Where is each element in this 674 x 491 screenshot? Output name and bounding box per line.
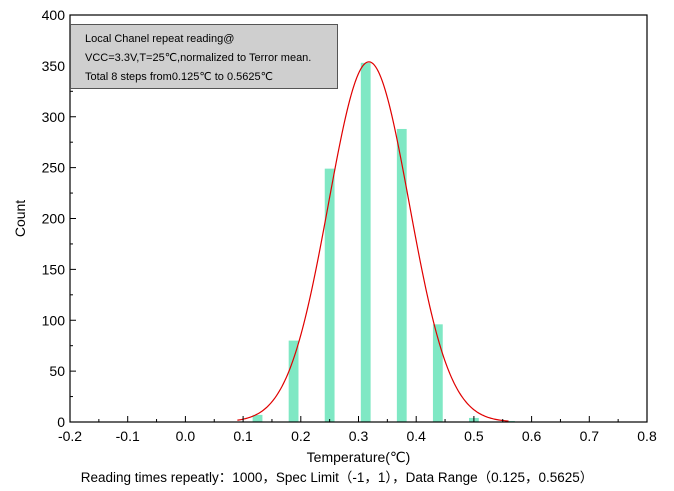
x-tick-label: 0.2 <box>291 428 311 444</box>
histogram-bar <box>288 340 299 422</box>
y-tick-labels: 0 50 100 150 200 250 300 350 400 <box>42 7 66 430</box>
y-tick-label: 50 <box>49 363 65 379</box>
chart-caption: Reading times repeatly：1000，Spec Limit（-… <box>80 470 594 485</box>
x-tick-label: 0.4 <box>406 428 426 444</box>
tick-marks <box>69 14 648 423</box>
y-tick-label: 400 <box>42 7 66 23</box>
x-tick-label: 0.1 <box>233 428 253 444</box>
x-tick-label: 0.6 <box>522 428 542 444</box>
bars-group <box>252 62 515 422</box>
histogram-bar <box>360 62 371 422</box>
annotation-line: VCC=3.3V,T=25℃,normalized to Terror mean… <box>85 52 312 64</box>
y-tick-label: 300 <box>42 109 66 125</box>
x-tick-label: 0.7 <box>580 428 600 444</box>
y-tick-label: 350 <box>42 58 66 74</box>
histogram-bar <box>252 414 263 422</box>
y-axis-title: Count <box>12 200 28 237</box>
x-tick-label: -0.1 <box>116 428 140 444</box>
y-tick-label: 150 <box>42 261 66 277</box>
x-tick-label: 0.8 <box>637 428 657 444</box>
y-tick-label: 0 <box>57 414 65 430</box>
histogram-bar <box>396 128 407 422</box>
y-tick-label: 200 <box>42 211 66 227</box>
y-tick-label: 250 <box>42 160 66 176</box>
annotation-box: Local Chanel repeat reading@ VCC=3.3V,T=… <box>70 24 338 89</box>
fit-curve <box>237 61 509 422</box>
annotation-line: Local Chanel repeat reading@ <box>85 33 235 45</box>
x-tick-labels: -0.2 -0.1 0.0 0.1 0.2 0.3 0.4 0.5 0.6 0.7 0.8 <box>58 428 657 444</box>
x-tick-label: 0.3 <box>349 428 369 444</box>
histogram-bar <box>324 168 335 422</box>
x-tick-label: 0.0 <box>176 428 196 444</box>
y-tick-label: 100 <box>42 312 66 328</box>
x-tick-label: 0.5 <box>464 428 484 444</box>
x-tick-label: -0.2 <box>58 428 82 444</box>
x-axis-title: Temperature(℃) <box>307 449 411 465</box>
annotation-line: Total 8 steps from0.125℃ to 0.5625℃ <box>85 71 273 83</box>
histogram-bar <box>432 324 443 422</box>
